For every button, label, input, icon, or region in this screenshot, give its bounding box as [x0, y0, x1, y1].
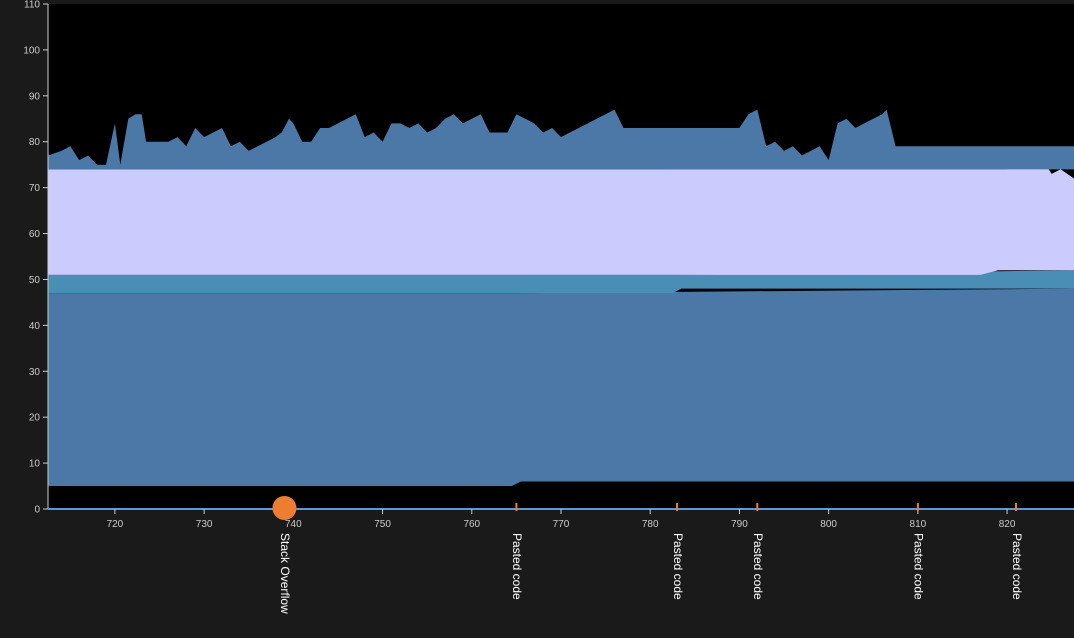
event-label: Pasted code [671, 533, 685, 600]
event-label: Pasted code [510, 533, 524, 600]
event-markers: Stack Overflow Pasted code Pasted code Past… [272, 496, 1024, 614]
event-marker-circle[interactable] [272, 496, 297, 520]
area-bands [48, 109, 1074, 486]
y-tick-label: 60 [29, 229, 41, 240]
x-tick-label: 820 [999, 519, 1016, 530]
band-lower [48, 288, 1074, 486]
band-lavender [48, 160, 1074, 275]
band-top [48, 109, 1074, 170]
y-tick-label: 80 [29, 137, 41, 148]
x-tick-label: 720 [107, 519, 124, 530]
event-label: Pasted code [751, 533, 765, 600]
y-tick-label: 110 [24, 0, 40, 11]
y-tick-label: 70 [29, 183, 41, 194]
x-tick-label: 790 [731, 519, 748, 530]
y-tick-label: 30 [29, 367, 41, 378]
y-tick-label: 90 [29, 91, 41, 102]
x-tick-label: 800 [820, 519, 837, 530]
x-tick-label: 740 [285, 519, 302, 530]
event-label: Pasted code [1010, 533, 1024, 600]
x-tick-label: 730 [196, 519, 213, 530]
y-tick-label: 50 [29, 275, 41, 286]
x-tick-label: 770 [553, 519, 570, 530]
event-label: Stack Overflow [278, 533, 292, 614]
x-tick-label: 810 [910, 519, 927, 530]
axes: 0 10 20 30 40 50 60 70 80 90 100 110 720 730 740 750 760… [23, 0, 1074, 530]
x-tick-label: 760 [463, 519, 480, 530]
x-tick-label: 780 [642, 519, 659, 530]
y-tick-label: 100 [23, 45, 40, 56]
event-label: Pasted code [912, 533, 926, 600]
x-tick-label: 750 [374, 519, 391, 530]
y-tick-label: 40 [29, 321, 41, 332]
y-tick-label: 0 [34, 505, 40, 516]
band-teal [48, 270, 1074, 294]
y-tick-label: 20 [29, 413, 41, 424]
y-tick-label: 10 [29, 459, 41, 470]
